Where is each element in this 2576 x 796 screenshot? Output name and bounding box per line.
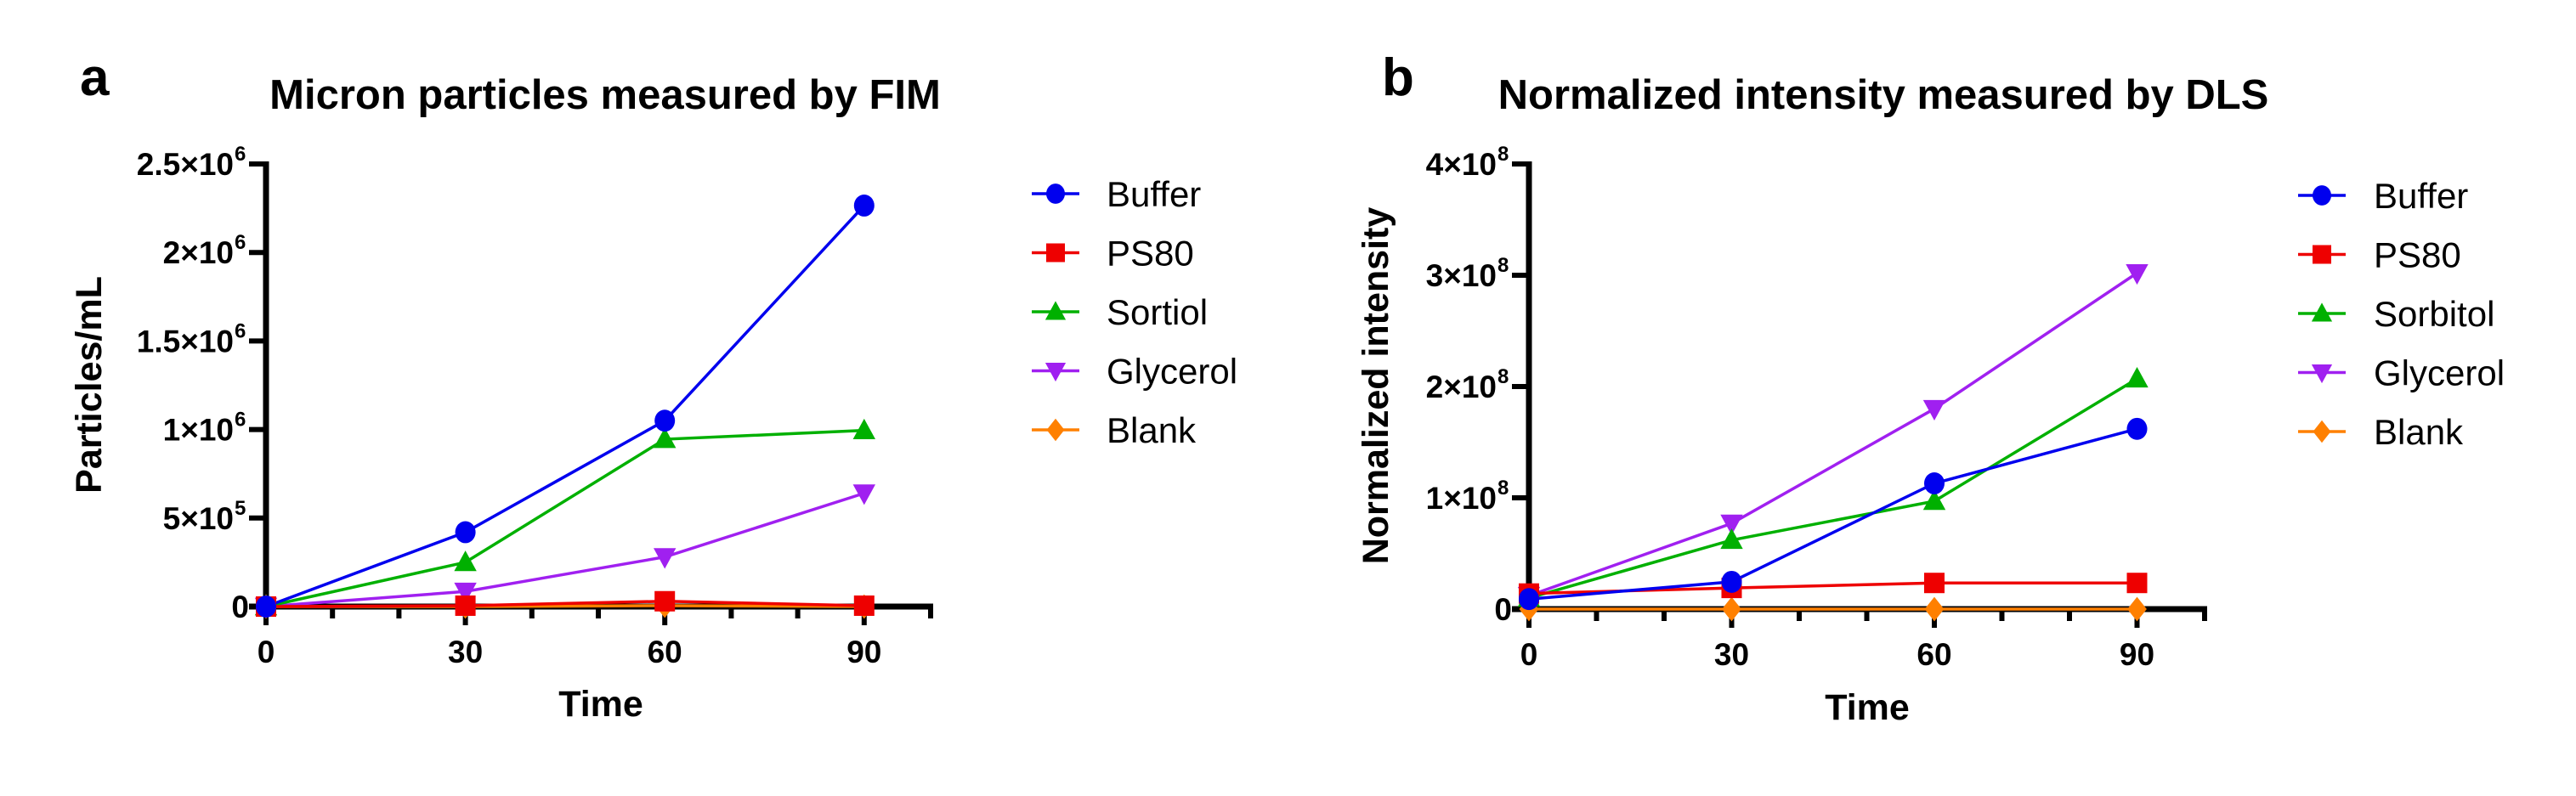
- data-point-blank: [1722, 596, 1741, 622]
- y-tick-label: 0: [1494, 592, 1512, 627]
- y-tick-label-exponent: 8: [1497, 143, 1509, 166]
- legend-label-glycerol: Glycerol: [2374, 353, 2505, 393]
- legend-marker-buffer: [1046, 183, 1065, 204]
- y-tick-label-exponent: 8: [1497, 254, 1509, 277]
- data-point-buffer: [455, 521, 476, 544]
- panel-letter-a: a: [80, 48, 110, 107]
- x-tick-label: 0: [258, 635, 275, 669]
- data-point-ps80: [2126, 573, 2148, 594]
- legend-marker-ps80: [1046, 243, 1065, 263]
- data-point-glycerol: [852, 484, 875, 505]
- data-point-blank: [1924, 596, 1945, 622]
- legend-marker-glycerol: [2311, 364, 2333, 384]
- chart-title-a: Micron particles measured by FIM: [269, 72, 941, 118]
- data-point-sortiol: [852, 418, 875, 439]
- legend-label-buffer: Buffer: [1107, 174, 1201, 214]
- y-tick-label: 1×10: [1426, 481, 1497, 516]
- x-tick-label: 30: [448, 635, 483, 669]
- y-tick-label-exponent: 8: [1497, 365, 1509, 388]
- data-point-sortiol: [454, 550, 477, 572]
- y-tick-label-exponent: 6: [235, 231, 246, 254]
- series-line-buffer: [265, 204, 866, 608]
- series-line-sorbitol: [1528, 377, 2138, 600]
- legend-b: Buffer PS80 Sorbitol Glycerol Blank: [2298, 176, 2505, 452]
- panel-letter-b: b: [1382, 48, 1414, 107]
- x-tick-label: 90: [846, 635, 881, 669]
- x-tick-label: 30: [1714, 637, 1749, 672]
- legend-marker-ps80: [2313, 245, 2331, 264]
- series-line-glycerol: [265, 491, 865, 608]
- series-line-buffer: [1528, 427, 2137, 601]
- y-tick-label: 4×10: [1426, 147, 1497, 182]
- data-point-buffer: [1721, 570, 1742, 593]
- x-tick-label: 0: [1520, 637, 1538, 672]
- legend-label-buffer: Buffer: [2374, 176, 2468, 216]
- data-point-ps80: [853, 595, 875, 616]
- legend-marker-glycerol: [1045, 363, 1067, 382]
- legend-marker-buffer: [2313, 185, 2331, 206]
- y-tick-label: 2×10: [1426, 370, 1497, 404]
- legend-label-sortiol: Sortiol: [1107, 292, 1208, 332]
- y-tick-label-exponent: 8: [1497, 477, 1509, 500]
- x-axis-label-b: Time: [1825, 687, 1910, 728]
- legend-label-ps80: PS80: [1107, 234, 1194, 274]
- series-line-sortiol: [265, 428, 864, 608]
- x-axis-label-a: Time: [558, 684, 643, 725]
- data-point-buffer: [1519, 588, 1539, 611]
- y-tick-label: 1×10: [163, 413, 234, 448]
- data-point-ps80: [654, 590, 676, 612]
- plot-area-b: 01×10 82×10 83×10 84×10 80 30 60 90: [1426, 143, 2207, 672]
- y-tick-label: 2×10: [163, 235, 234, 270]
- data-point-glycerol: [1720, 514, 1743, 535]
- legend-label-sorbitol: Sorbitol: [2374, 294, 2494, 334]
- x-tick-label: 60: [648, 635, 682, 669]
- data-point-glycerol: [2126, 264, 2149, 285]
- legend-marker-blank: [1046, 418, 1065, 442]
- y-axis-label-a: Particles/mL: [69, 276, 110, 494]
- y-tick-label-exponent: 6: [235, 319, 246, 342]
- data-point-sortiol: [654, 427, 677, 449]
- data-point-ps80: [455, 595, 476, 616]
- y-axis-label-b: Normalized intensity: [1356, 207, 1396, 565]
- legend-label-blank: Blank: [1107, 410, 1197, 450]
- x-tick-label: 90: [2120, 637, 2154, 672]
- y-tick-label: 5×10: [163, 501, 234, 536]
- legend-a: Buffer PS80 Sortiol Glycerol Blank: [1032, 174, 1237, 450]
- data-point-buffer: [256, 596, 276, 618]
- y-tick-label: 1.5×10: [137, 324, 234, 358]
- data-point-glycerol: [1922, 399, 1946, 421]
- legend-marker-blank: [2313, 420, 2331, 443]
- y-tick-label-exponent: 5: [235, 497, 246, 520]
- data-point-glycerol: [654, 548, 677, 569]
- x-tick-label: 60: [1916, 637, 1951, 672]
- data-point-blank: [2127, 596, 2147, 622]
- legend-marker-sortiol: [1045, 301, 1067, 320]
- y-tick-label-exponent: 6: [235, 143, 246, 166]
- data-point-glycerol: [454, 582, 477, 604]
- y-tick-label: 3×10: [1426, 258, 1497, 293]
- legend-label-ps80: PS80: [2374, 235, 2461, 275]
- data-point-buffer: [853, 195, 875, 217]
- data-point-buffer: [654, 409, 676, 432]
- legend-label-glycerol: Glycerol: [1107, 352, 1237, 392]
- series-line-glycerol: [1528, 271, 2138, 597]
- plot-area-a: 05×10 51×10 61.5×10 62×10 62.5×10 60 30 60 90: [137, 143, 933, 669]
- y-tick-label: 2.5×10: [137, 147, 234, 182]
- legend-label-blank: Blank: [2374, 412, 2464, 452]
- data-point-sorbitol: [2126, 367, 2149, 388]
- series-line-ps80: [265, 599, 864, 608]
- data-point-sorbitol: [1922, 489, 1946, 511]
- data-point-ps80: [1924, 573, 1945, 594]
- chart-title-b: Normalized intensity measured by DLS: [1498, 72, 2269, 118]
- data-point-sorbitol: [1720, 528, 1743, 550]
- data-point-buffer: [1924, 472, 1945, 494]
- legend-marker-sorbitol: [2311, 302, 2333, 322]
- y-tick-label-exponent: 6: [235, 409, 246, 432]
- y-tick-label: 0: [231, 590, 249, 624]
- data-point-buffer: [2126, 417, 2148, 440]
